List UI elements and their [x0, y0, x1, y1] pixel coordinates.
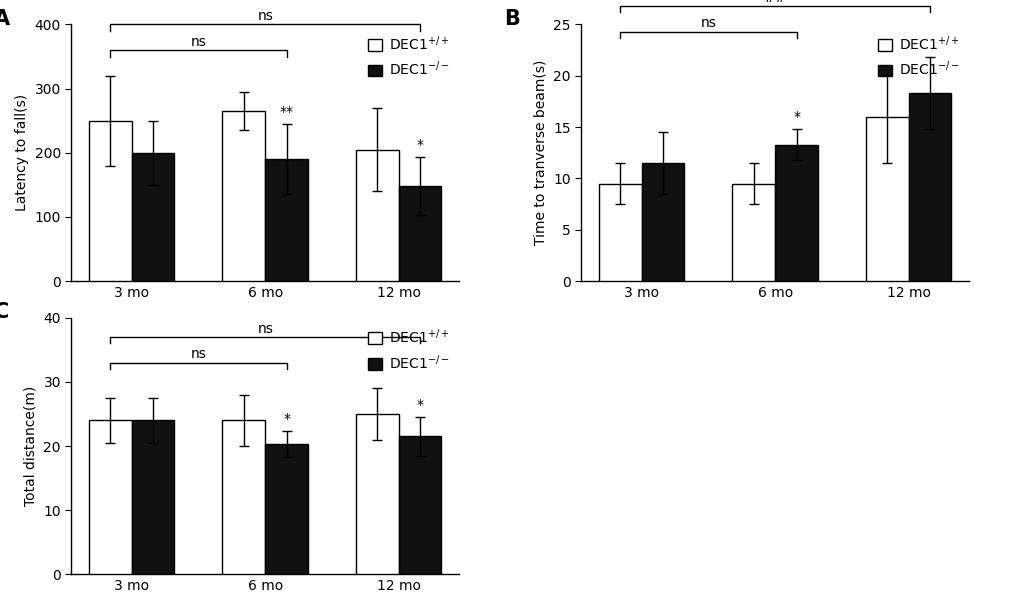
Y-axis label: Total distance(m): Total distance(m): [23, 386, 38, 506]
Bar: [774, 145, 817, 281]
Bar: [356, 414, 398, 574]
Text: *: *: [283, 412, 289, 426]
Text: ns: ns: [191, 347, 206, 361]
Text: *: *: [416, 398, 423, 412]
Text: ns: ns: [191, 35, 206, 49]
Bar: [398, 186, 441, 281]
Bar: [641, 163, 684, 281]
Text: *: *: [416, 138, 423, 152]
Text: **: **: [279, 104, 293, 119]
Text: ns: ns: [700, 16, 715, 31]
Bar: [598, 183, 641, 281]
Text: ns: ns: [257, 9, 273, 23]
Bar: [398, 436, 441, 574]
Bar: [865, 117, 908, 281]
Text: C: C: [0, 302, 9, 323]
Text: B: B: [503, 9, 520, 29]
Bar: [265, 444, 308, 574]
Bar: [356, 150, 398, 281]
Y-axis label: Time to tranverse beam(s): Time to tranverse beam(s): [533, 60, 547, 246]
Text: A: A: [0, 9, 10, 29]
Bar: [131, 153, 174, 281]
Bar: [131, 420, 174, 574]
Bar: [89, 121, 131, 281]
Bar: [222, 111, 265, 281]
Text: ##: ##: [762, 0, 787, 5]
Legend: DEC1$^{+/+}$, DEC1$^{-/-}$: DEC1$^{+/+}$, DEC1$^{-/-}$: [365, 324, 451, 375]
Legend: DEC1$^{+/+}$, DEC1$^{-/-}$: DEC1$^{+/+}$, DEC1$^{-/-}$: [874, 31, 961, 81]
Text: *: *: [793, 110, 799, 124]
Bar: [222, 420, 265, 574]
Bar: [265, 159, 308, 281]
Legend: DEC1$^{+/+}$, DEC1$^{-/-}$: DEC1$^{+/+}$, DEC1$^{-/-}$: [365, 31, 451, 81]
Y-axis label: Latency to fall(s): Latency to fall(s): [15, 94, 29, 211]
Bar: [908, 93, 951, 281]
Bar: [89, 420, 131, 574]
Text: ns: ns: [257, 321, 273, 335]
Bar: [732, 183, 774, 281]
